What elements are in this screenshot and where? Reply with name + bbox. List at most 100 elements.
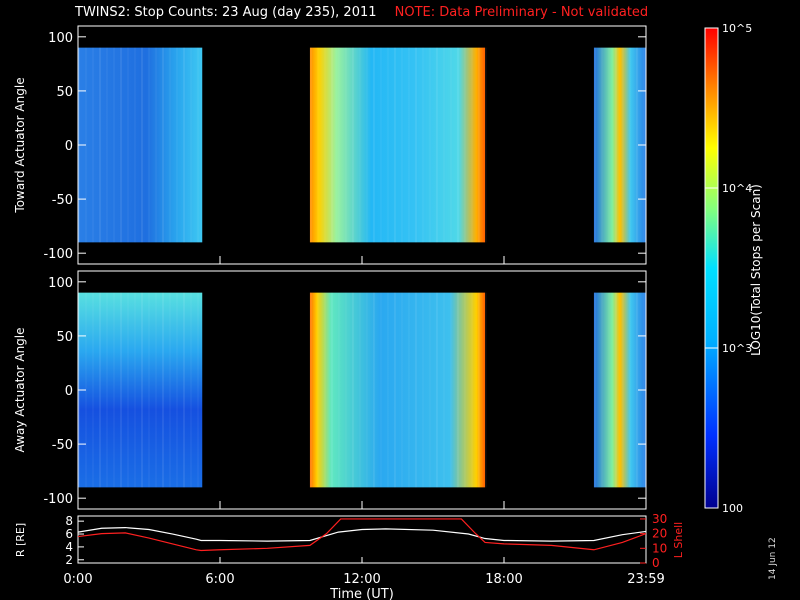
title-main: TWINS2: Stop Counts: 23 Aug (day 235), 2… [75,5,377,20]
toward-stripe [127,47,129,243]
away-stripe [400,292,403,488]
away-stripe [600,292,603,488]
toward-stripe [169,47,171,243]
toward-stripe [484,47,487,243]
toward-stripe [358,47,361,243]
toward-stripe [309,47,312,243]
away-stripe [358,292,361,488]
toward-stripe [456,47,459,243]
away-stripe [148,292,150,488]
toward-data-block [309,47,486,243]
toward-stripe [379,47,382,243]
orbit-ytick-label: 2 [65,553,73,567]
orbit-ytick-right-label: 10 [652,541,667,555]
toward-ytick-label: 50 [56,85,73,100]
away-ytick-label: -100 [43,492,73,507]
away-stripe [428,292,431,488]
toward-ylabel: Toward Actuator Angle [13,77,27,213]
toward-stripe [400,47,403,243]
chart-title: TWINS2: Stop Counts: 23 Aug (day 235), 2… [75,5,648,20]
away-stripe [155,292,157,488]
colorbar-tick-label: 100 [722,502,743,515]
toward-stripe [593,47,596,243]
away-stripe [183,292,185,488]
toward-stripe [477,47,480,243]
toward-stripe [463,47,466,243]
away-stripe [628,292,631,488]
r-series-line [77,526,647,542]
away-stripe [614,292,617,488]
orbit-ylabel-right: L Shell [672,522,685,558]
xaxis-label: Time (UT) [329,587,394,600]
xtick-label: 23:59 [627,572,664,587]
toward-ytick-label: -50 [52,193,73,208]
toward-stripe [337,47,340,243]
toward-stripe [621,47,624,243]
away-stripe [344,292,347,488]
toward-stripe [197,47,199,243]
away-stripe [330,292,333,488]
toward-ytick-label: 100 [48,31,73,46]
away-stripe [316,292,319,488]
away-stripe [351,292,354,488]
toward-stripe [148,47,150,243]
orbit-frame [77,515,647,564]
toward-stripe [344,47,347,243]
away-stripe [197,292,199,488]
away-stripe [190,292,192,488]
toward-stripe [162,47,164,243]
toward-stripe [635,47,638,243]
away-stripe [309,292,312,488]
away-data-block [593,292,646,488]
away-ytick-label: 0 [65,384,73,399]
colorbar-tick-label: 10^5 [722,22,752,35]
away-stripe [393,292,396,488]
away-stripe [323,292,326,488]
toward-stripe [442,47,445,243]
toward-stripe [407,47,410,243]
away-stripe [635,292,638,488]
away-stripe [176,292,178,488]
xtick-label: 18:00 [485,572,522,587]
away-stripe [365,292,368,488]
away-stripe [407,292,410,488]
colorbar-tick-label: 10^3 [722,342,752,355]
toward-stripe [190,47,192,243]
away-ytick-label: -50 [52,438,73,453]
toward-stripe [600,47,603,243]
away-stripe [442,292,445,488]
toward-stripe [113,47,115,243]
toward-ytick-label: 0 [65,139,73,154]
away-stripe [470,292,473,488]
away-stripe [162,292,164,488]
away-stripe [456,292,459,488]
lshell-series-line [77,518,647,552]
away-stripe [113,292,115,488]
toward-stripe [155,47,157,243]
xtick-label: 6:00 [205,572,234,587]
toward-stripe [607,47,610,243]
print-date: 14 Jun 12 [768,537,778,580]
toward-stripe [393,47,396,243]
away-stripe [484,292,487,488]
away-stripe [593,292,596,488]
away-stripe [134,292,136,488]
toward-stripe [628,47,631,243]
away-stripe [386,292,389,488]
toward-stripe [92,47,94,243]
toward-data-block [593,47,646,243]
toward-stripe [330,47,333,243]
orbit-ytick-right-label: 0 [652,556,660,570]
away-stripe [169,292,171,488]
toward-stripe [414,47,417,243]
colorbar [704,27,719,509]
away-ytick-label: 100 [48,276,73,291]
away-stripe [477,292,480,488]
away-stripe [463,292,466,488]
toward-stripe [365,47,368,243]
away-stripe [337,292,340,488]
away-data-block [78,292,203,488]
away-stripe [92,292,94,488]
title-note: NOTE: Data Preliminary - Not validated [394,5,649,20]
away-stripe [607,292,610,488]
